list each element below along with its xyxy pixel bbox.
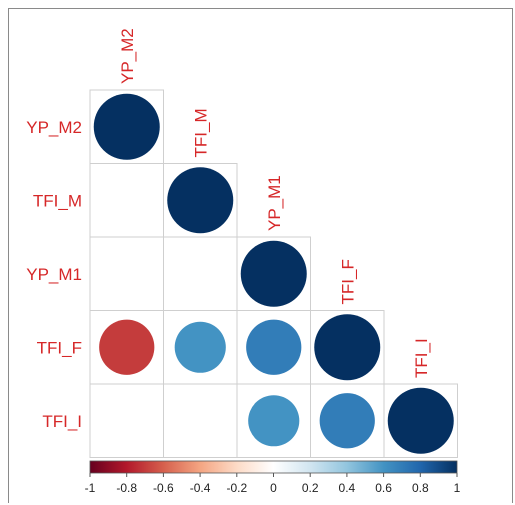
colorbar-gradient <box>89 460 458 474</box>
column-label: TFI_F <box>338 259 357 304</box>
column-label: YP_M2 <box>118 28 137 84</box>
colorbar-tick-label: 0 <box>270 481 277 495</box>
correlation-circle-TFI_F-TFI_F <box>314 314 381 381</box>
colorbar-tick-label: 0.2 <box>302 481 319 495</box>
colorbar-tick-label: 0.8 <box>412 481 429 495</box>
correlation-circle-YP_M1-YP_M1 <box>240 240 307 307</box>
grid-cell <box>89 236 164 311</box>
grid-cell <box>89 383 164 458</box>
colorbar-tick-label: -0.4 <box>190 481 211 495</box>
column-label: YP_M1 <box>265 175 284 231</box>
colorbar-tick-label: 0.6 <box>375 481 392 495</box>
plot-frame <box>8 8 513 503</box>
row-label: TFI_I <box>42 412 82 431</box>
colorbar-tick-label: -1 <box>85 481 96 495</box>
correlation-circle-TFI_I-YP_M1 <box>248 395 300 447</box>
colorbar-tick-label: -0.6 <box>153 481 174 495</box>
correlation-circle-TFI_I-TFI_I <box>387 387 454 454</box>
correlation-circle-TFI_F-YP_M2 <box>99 319 155 375</box>
correlation-circles <box>93 93 454 454</box>
grid-cell <box>163 236 238 311</box>
correlation-circle-TFI_F-TFI_M <box>174 321 226 373</box>
matrix-grid <box>89 89 458 458</box>
column-label: TFI_M <box>191 108 210 157</box>
row-label: YP_M1 <box>26 265 82 284</box>
color-legend-bar: -1 -0.8 -0.6 -0.4 -0.2 0 0.2 0.4 0.6 0.8 1 <box>85 460 461 495</box>
colorbar-tick-label: 0.4 <box>339 481 356 495</box>
grid-cell <box>383 383 458 458</box>
correlation-circle-TFI_F-YP_M1 <box>246 319 302 375</box>
row-label: YP_M2 <box>26 118 82 137</box>
correlation-circle-YP_M2-YP_M2 <box>93 93 160 160</box>
colorbar-tick-label: 1 <box>454 481 461 495</box>
colorbar-tick-label: -0.8 <box>116 481 137 495</box>
grid-cell <box>163 383 238 458</box>
column-labels: YP_M2 TFI_M YP_M1 TFI_F TFI_I <box>118 28 431 378</box>
correlation-circle-TFI_M-TFI_M <box>167 167 234 234</box>
grid-cell <box>89 163 164 238</box>
row-label: TFI_M <box>33 191 82 210</box>
column-label: TFI_I <box>412 338 431 378</box>
row-labels: YP_M2 TFI_M YP_M1 TFI_F TFI_I <box>26 118 82 431</box>
row-label: TFI_F <box>37 338 82 357</box>
correlation-circle-TFI_I-TFI_F <box>319 393 375 449</box>
colorbar-tick-label: -0.2 <box>226 481 247 495</box>
